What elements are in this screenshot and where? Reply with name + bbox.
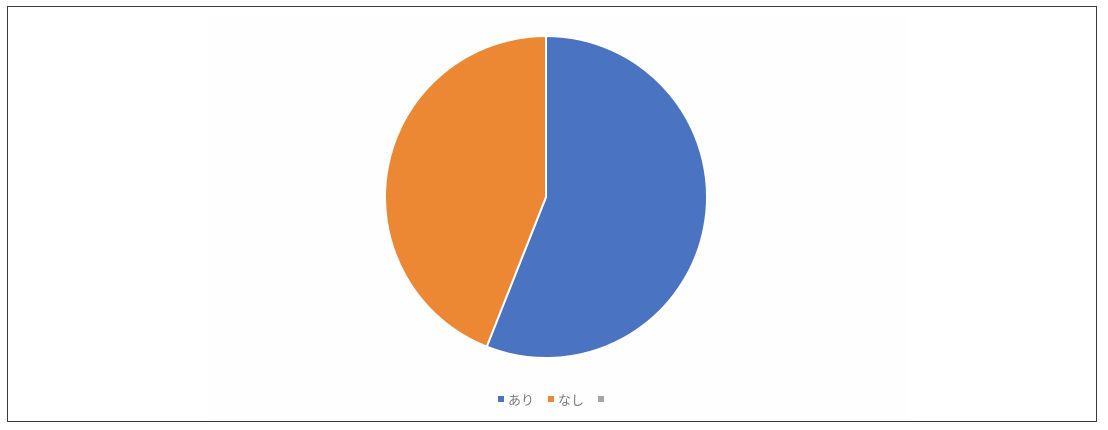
pie-chart [384, 34, 708, 359]
legend-item-2 [598, 396, 608, 402]
legend-swatch-2 [598, 396, 605, 402]
legend-label-1: なし [558, 393, 585, 409]
legend-item-1: なし [548, 390, 584, 409]
chart-frame: あり なし [7, 6, 1097, 422]
legend-swatch-0 [497, 396, 504, 402]
pie-slice-0 [485, 34, 708, 359]
legend-item-0: あり [497, 390, 534, 409]
legend-swatch-1 [548, 396, 554, 402]
pie-slice-1 [384, 34, 547, 348]
legend: あり なし [8, 389, 1098, 409]
legend-label-0: あり [507, 393, 534, 409]
